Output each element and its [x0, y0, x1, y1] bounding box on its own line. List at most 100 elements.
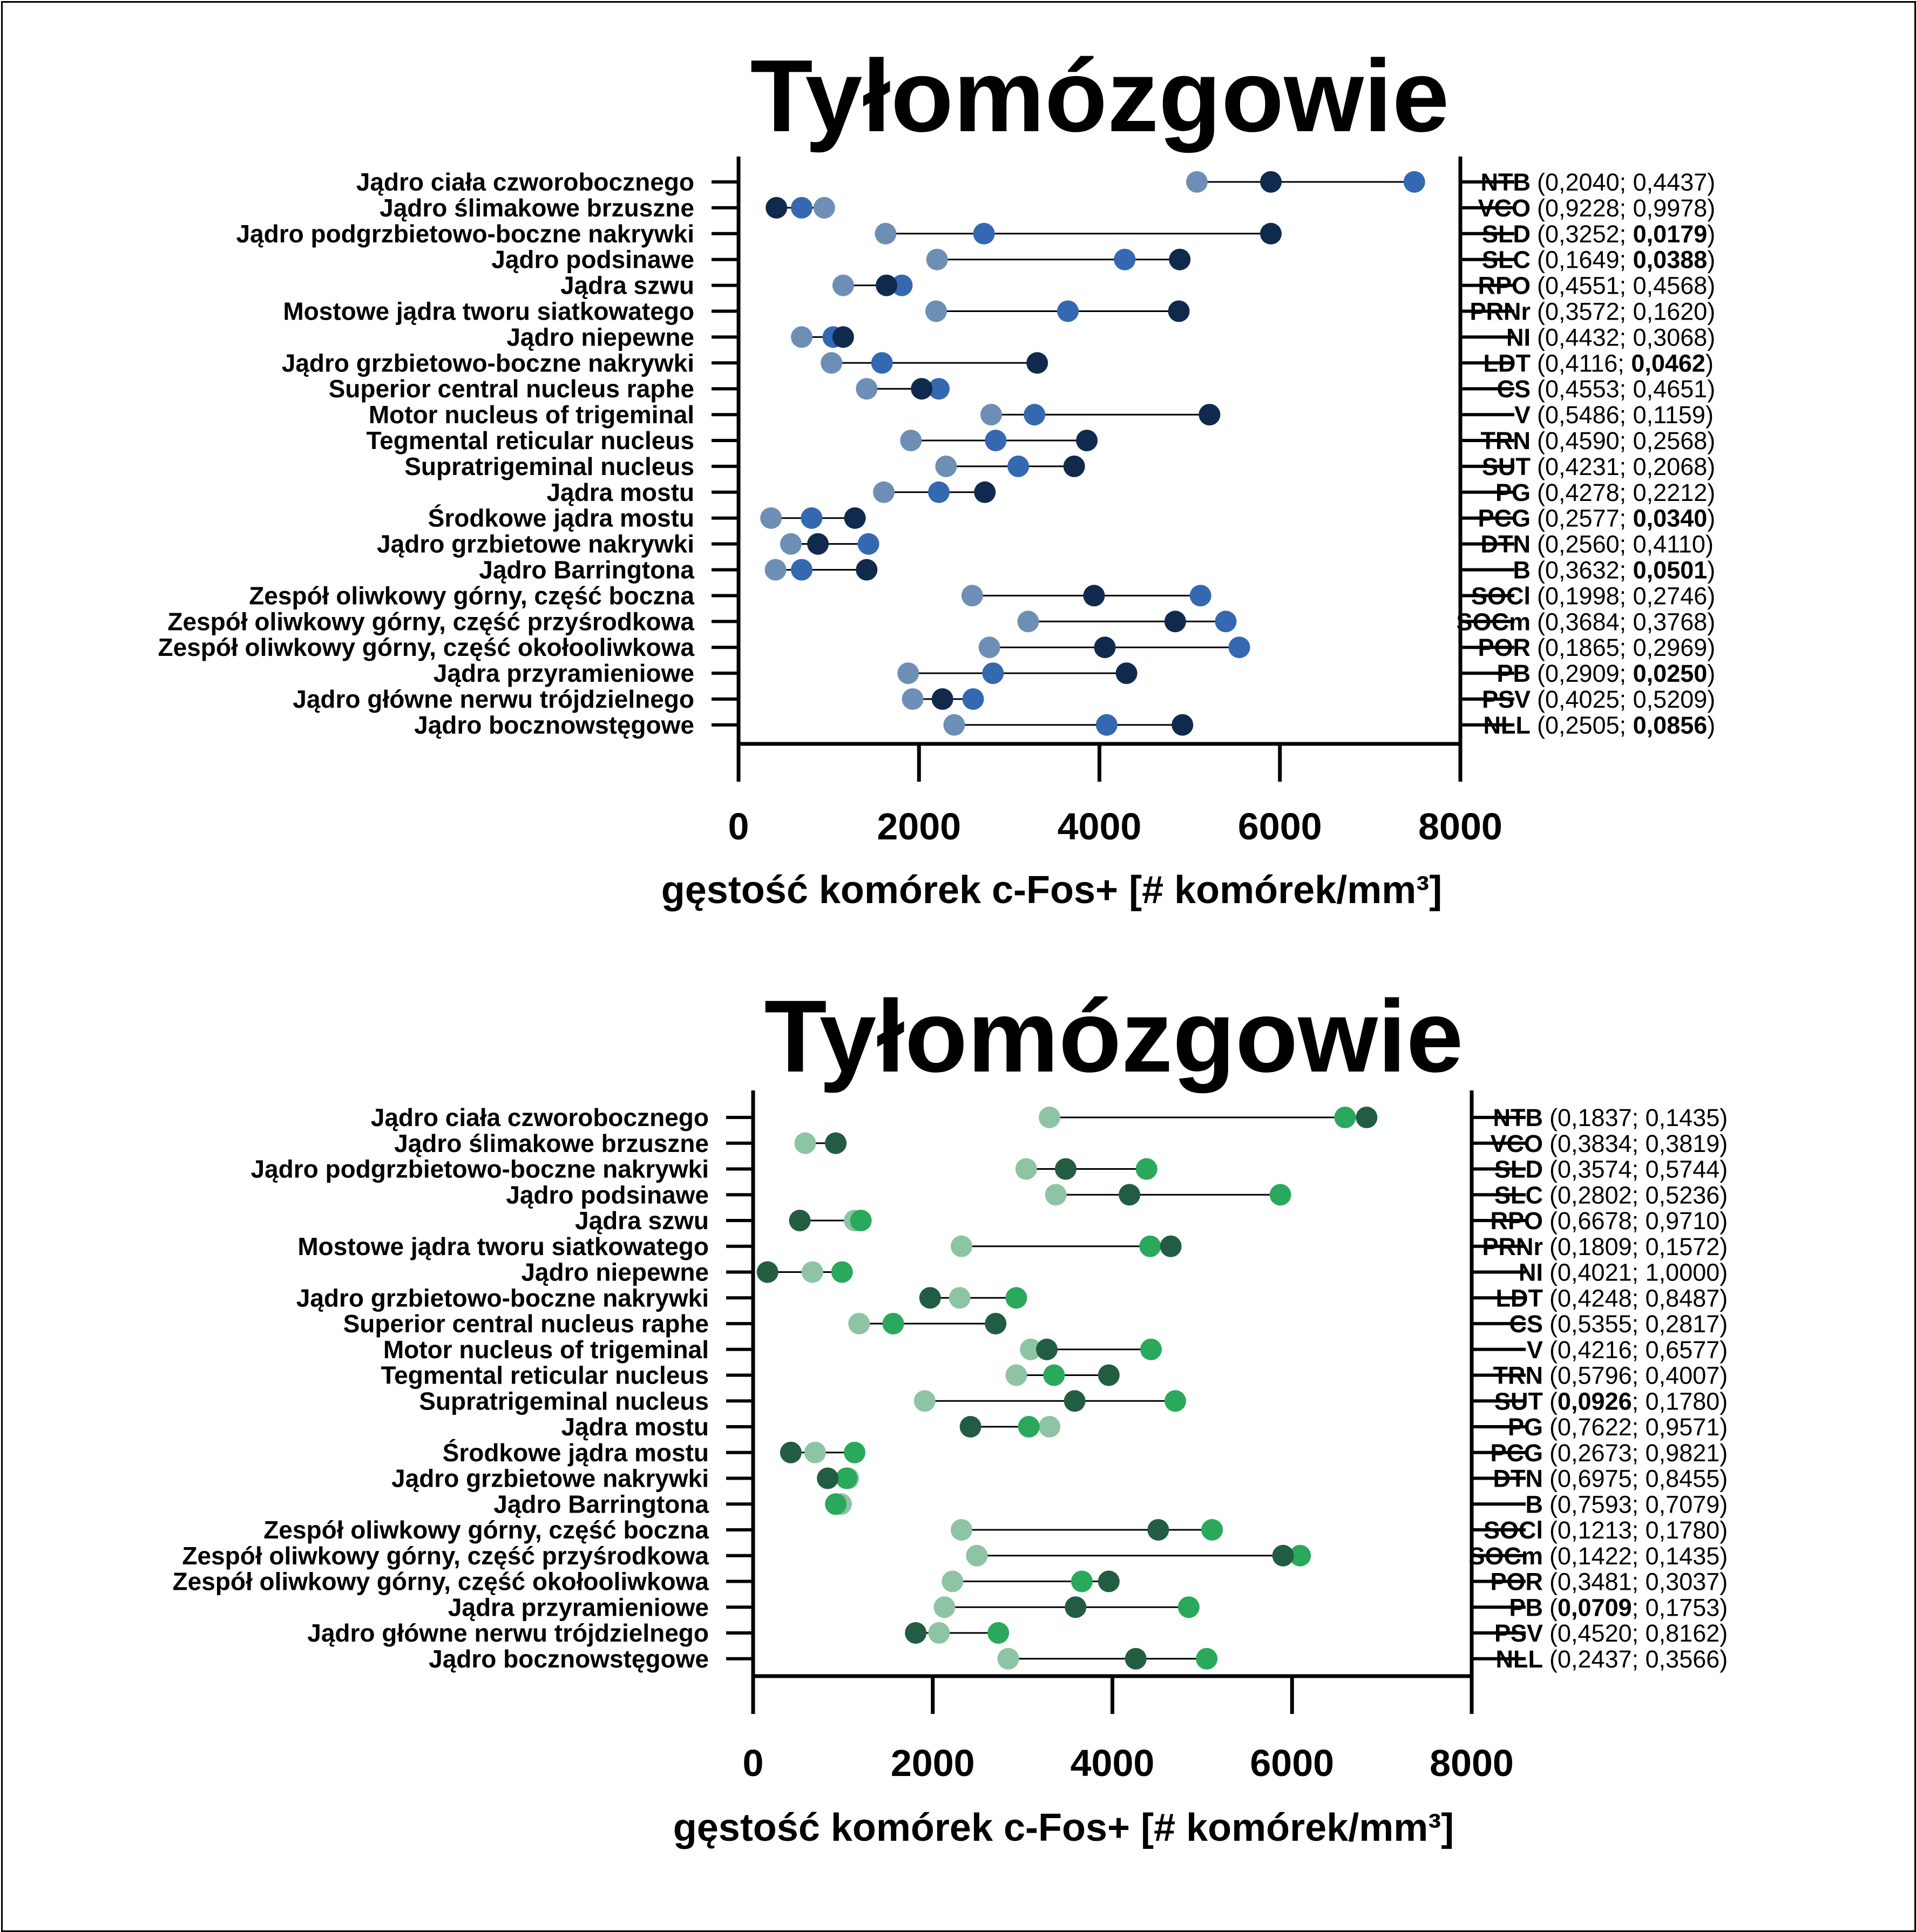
- category-label: Zespół oliwkowy górny, część boczna: [263, 1516, 709, 1544]
- data-point-light: [1039, 1107, 1061, 1128]
- p-values: (0,4021; 1,0000): [1549, 1259, 1728, 1286]
- p-values: (0,1865; 0,2969): [1537, 634, 1715, 661]
- data-point-mid: [928, 378, 950, 400]
- region-abbreviation: NTB: [1481, 168, 1531, 196]
- data-point-light: [801, 1261, 823, 1283]
- p-values: (0,5486; 0,1159): [1537, 401, 1714, 429]
- category-label: Jądra przyramieniowe: [448, 1593, 709, 1621]
- p-values: (0,4248; 0,8487): [1549, 1284, 1728, 1312]
- data-point-mid: [1018, 1416, 1040, 1438]
- data-point-dark: [1115, 662, 1138, 684]
- data-point-dark: [1026, 352, 1048, 374]
- p-values: (0,4216; 0,6577): [1549, 1336, 1728, 1364]
- p-values: (0,0709; 0,1753): [1549, 1594, 1728, 1621]
- data-point-mid: [1071, 1570, 1093, 1592]
- data-point-dark: [825, 1132, 847, 1154]
- data-point-light: [949, 1287, 971, 1309]
- p-values: (0,2560; 0,4110): [1537, 531, 1714, 558]
- data-point-mid: [882, 1313, 904, 1334]
- region-abbreviation: PG: [1495, 479, 1531, 506]
- x-tick-label: 0: [743, 1742, 764, 1784]
- data-point-dark: [1160, 1235, 1182, 1257]
- p-values: (0,0926; 0,1780): [1549, 1387, 1728, 1415]
- data-point-light: [933, 1596, 956, 1618]
- data-point-mid: [1135, 1158, 1157, 1180]
- data-point-mid: [1228, 636, 1250, 659]
- data-point-light: [1039, 1416, 1061, 1438]
- data-point-light: [928, 1622, 950, 1644]
- region-abbreviation: SOCm: [1468, 1542, 1543, 1570]
- x-tick-label: 8000: [1430, 1742, 1514, 1784]
- x-tick-label: 8000: [1418, 805, 1502, 848]
- data-point-dark: [1119, 1184, 1141, 1206]
- data-point-dark: [911, 378, 933, 400]
- x-axis-label: gęstość komórek c-Fos+ [# komórek/mm³]: [661, 869, 1442, 912]
- p-values: (0,2577; 0,0340): [1537, 505, 1715, 532]
- region-abbreviation: PB: [1497, 660, 1531, 687]
- data-point-dark: [1272, 1544, 1294, 1567]
- data-point-light: [780, 533, 802, 555]
- category-label: Środkowe jądra mostu: [428, 504, 694, 532]
- region-abbreviation: NLL: [1484, 711, 1531, 739]
- category-label: Tegmental reticular nucleus: [366, 426, 694, 455]
- data-point-light: [997, 1648, 1019, 1670]
- data-point-mid: [1196, 1648, 1218, 1670]
- data-point-light: [980, 404, 1002, 426]
- region-abbreviation: PCG: [1478, 505, 1531, 532]
- x-axis-label: gęstość komórek c-Fos+ [# komórek/mm³]: [673, 1806, 1454, 1849]
- category-label: Motor nucleus of trigeminal: [383, 1336, 709, 1364]
- data-point-light: [1186, 171, 1208, 193]
- data-point-dark: [766, 196, 788, 219]
- category-label: Jądra mostu: [561, 1413, 709, 1441]
- p-values: (0,5796; 0,4007): [1549, 1362, 1728, 1389]
- region-abbreviation: PSV: [1482, 686, 1531, 713]
- data-point-light: [832, 274, 854, 296]
- data-point-dark: [1054, 1158, 1077, 1180]
- category-label: Jądro Barringtona: [493, 1490, 709, 1518]
- data-point-mid: [1057, 300, 1079, 322]
- category-label: Jądra przyramieniowe: [434, 659, 694, 687]
- data-point-mid: [836, 1467, 858, 1489]
- x-tick-label: 2000: [891, 1742, 975, 1784]
- data-point-dark: [1036, 1338, 1058, 1360]
- data-point-mid: [871, 352, 893, 374]
- region-abbreviation: PCG: [1490, 1439, 1543, 1467]
- data-point-mid: [928, 481, 950, 503]
- chart-title: Tyłomózgowie: [764, 979, 1464, 1094]
- p-values: (0,4520; 0,8162): [1549, 1619, 1728, 1647]
- region-abbreviation: SOCm: [1456, 608, 1531, 635]
- data-point-dark: [931, 688, 953, 710]
- data-point-mid: [1177, 1596, 1200, 1618]
- data-point-mid: [1164, 1390, 1186, 1412]
- x-tick-label: 4000: [1058, 805, 1142, 848]
- data-point-dark: [985, 1313, 1007, 1334]
- data-point-dark: [844, 507, 866, 529]
- p-values: (0,3632; 0,0501): [1537, 557, 1715, 584]
- p-values: (0,3684; 0,3768): [1537, 608, 1715, 635]
- category-label: Jądro niepewne: [506, 323, 694, 351]
- data-point-light: [897, 662, 919, 684]
- data-point-light: [1005, 1364, 1027, 1386]
- region-abbreviation: B: [1526, 1490, 1543, 1518]
- region-abbreviation: TRN: [1493, 1362, 1543, 1389]
- data-point-mid: [1269, 1184, 1291, 1206]
- data-point-light: [794, 1132, 816, 1154]
- p-values: (0,4590; 0,2568): [1537, 427, 1715, 455]
- data-point-dark: [1172, 714, 1194, 736]
- data-point-mid: [790, 196, 813, 219]
- data-point-dark: [1147, 1519, 1169, 1541]
- category-label: Jądro niepewne: [521, 1258, 709, 1286]
- p-values: (0,3481; 0,3037): [1549, 1568, 1728, 1596]
- data-point-light: [875, 222, 897, 245]
- p-values: (0,2040; 0,4437): [1537, 168, 1715, 196]
- data-point-mid: [973, 222, 995, 245]
- data-point-dark: [1260, 222, 1282, 245]
- category-label: Motor nucleus of trigeminal: [369, 401, 694, 429]
- data-point-dark: [1164, 611, 1186, 633]
- data-point-mid: [891, 274, 913, 296]
- category-label: Jądra szwu: [560, 272, 694, 300]
- data-point-mid: [1140, 1338, 1162, 1360]
- data-point-mid: [857, 533, 879, 555]
- x-tick-label: 6000: [1250, 1742, 1334, 1784]
- data-point-light: [900, 430, 922, 451]
